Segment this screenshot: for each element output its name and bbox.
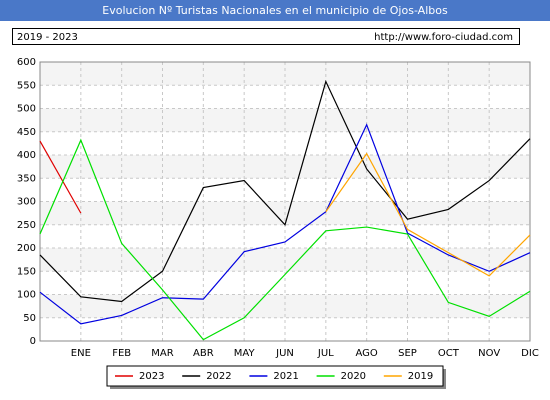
- x-tick-label: NOV: [478, 348, 500, 359]
- series-line: [39, 79, 531, 303]
- x-tick-label: ABR: [193, 348, 214, 359]
- legend-label: 2019: [408, 371, 433, 382]
- grid-band: [40, 62, 530, 86]
- y-tick-label: 400: [17, 150, 36, 161]
- x-tick-label: SEP: [398, 348, 417, 359]
- x-tick-label: FEB: [112, 348, 131, 359]
- source: http://www.foro-ciudad.com: [374, 32, 513, 43]
- subtitle: 2019 - 2023: [17, 32, 78, 43]
- x-tick-label: OCT: [438, 348, 460, 359]
- x-tick-label: MAR: [151, 348, 173, 359]
- legend-label: 2020: [341, 371, 366, 382]
- grid-band: [40, 108, 530, 132]
- legend-label: 2022: [206, 371, 231, 382]
- x-tick-label: MAY: [234, 348, 256, 359]
- plot-border: [39, 61, 531, 342]
- chart-title: Evolucion Nº Turistas Nacionales en el m…: [102, 4, 448, 17]
- x-tick-label: JUL: [317, 348, 334, 359]
- y-tick-label: 500: [17, 104, 36, 115]
- grid-band: [40, 294, 530, 318]
- legend-label: 2021: [273, 371, 298, 382]
- x-tick-label: AGO: [356, 348, 378, 359]
- y-tick-label: 450: [17, 127, 36, 138]
- y-tick-label: 150: [17, 266, 36, 277]
- y-tick-label: 0: [30, 336, 36, 347]
- series-line: [39, 123, 531, 325]
- y-tick-label: 100: [17, 290, 36, 301]
- y-tick-label: 300: [17, 197, 36, 208]
- series-line: [325, 152, 531, 277]
- y-tick-label: 550: [17, 80, 36, 91]
- grid-band: [40, 248, 530, 272]
- y-tick-label: 600: [17, 57, 36, 68]
- x-tick-label: DIC: [521, 348, 539, 359]
- legend-label: 2023: [139, 371, 164, 382]
- y-tick-label: 50: [23, 313, 36, 324]
- x-tick-label: JUN: [275, 348, 294, 359]
- y-tick-label: 250: [17, 220, 36, 231]
- y-tick-label: 200: [17, 243, 36, 254]
- legend: [106, 365, 444, 387]
- info-box: [12, 28, 520, 45]
- y-tick-label: 350: [17, 173, 36, 184]
- series-line: [39, 140, 82, 214]
- series-line: [39, 138, 531, 341]
- x-tick-label: ENE: [71, 348, 91, 359]
- title-bar: [0, 0, 550, 21]
